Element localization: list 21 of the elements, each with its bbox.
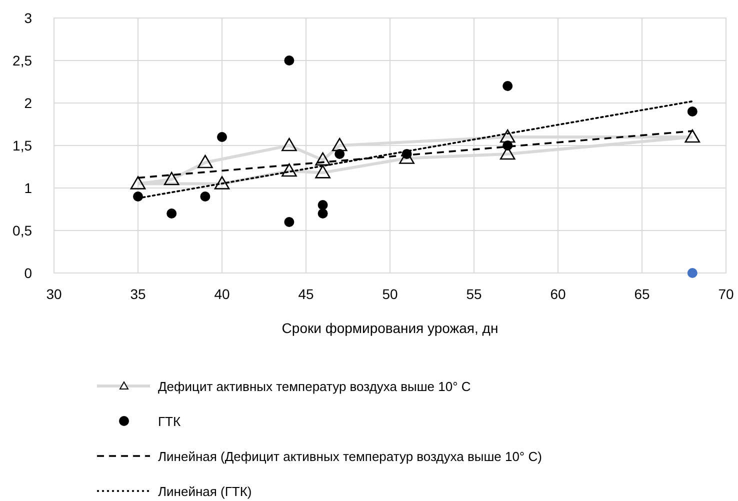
legend-label: Дефицит активных температур воздуха выше 10° С: [158, 379, 471, 394]
y-tick-label: 1: [24, 180, 32, 196]
x-tick-label: 55: [466, 286, 482, 302]
x-tick-label: 60: [550, 286, 566, 302]
y-tick-label: 2,5: [12, 52, 32, 68]
x-axis-title: Сроки формирования урожая, дн: [282, 320, 498, 336]
y-tick-label: 1,5: [12, 138, 32, 154]
legend-label: ГТК: [158, 414, 181, 429]
x-tick-label: 65: [634, 286, 650, 302]
x-tick-label: 45: [298, 286, 314, 302]
x-tick-label: 70: [718, 286, 734, 302]
x-tick-label: 50: [382, 286, 398, 302]
legend-label: Линейная (Дефицит активных температур воздуха выше 10° С): [158, 449, 542, 464]
x-tick-label: 30: [46, 286, 62, 302]
y-tick-label: 0,5: [12, 222, 32, 238]
x-tick-label: 35: [130, 286, 146, 302]
y-tick-label: 2: [24, 95, 32, 111]
legend-label: Линейная (ГТК): [158, 484, 252, 499]
y-tick-label: 3: [24, 10, 32, 26]
x-tick-label: 40: [214, 286, 230, 302]
y-tick-label: 0: [24, 265, 32, 281]
